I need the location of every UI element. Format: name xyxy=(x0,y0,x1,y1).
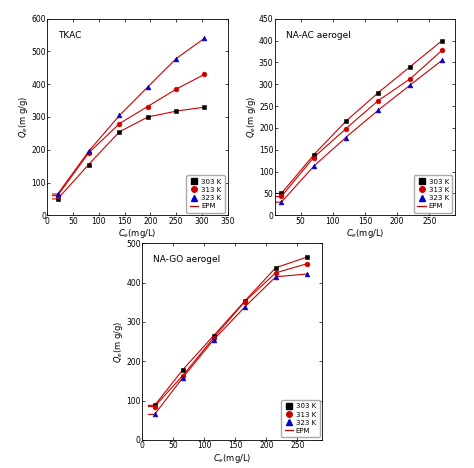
Point xyxy=(85,147,92,155)
Point xyxy=(310,151,317,159)
Point xyxy=(278,190,285,197)
X-axis label: $C_e$(mg/L): $C_e$(mg/L) xyxy=(346,227,384,240)
Point xyxy=(179,374,186,381)
Point xyxy=(272,273,280,280)
Text: TKAC: TKAC xyxy=(58,30,82,39)
Point xyxy=(278,193,285,200)
Point xyxy=(179,366,186,373)
Point xyxy=(374,89,382,97)
Point xyxy=(116,120,123,127)
Point xyxy=(172,85,180,93)
Point xyxy=(406,81,414,89)
Y-axis label: $Q_e$(m g/g): $Q_e$(m g/g) xyxy=(17,96,30,138)
Point xyxy=(210,336,218,344)
Point xyxy=(85,149,92,157)
Text: NA-GO aerogel: NA-GO aerogel xyxy=(153,255,220,264)
Point xyxy=(201,71,208,78)
Point xyxy=(272,269,280,277)
Y-axis label: $Q_e$(m g/g): $Q_e$(m g/g) xyxy=(245,96,257,138)
Point xyxy=(303,253,310,261)
Point xyxy=(310,162,317,170)
Point xyxy=(54,192,62,199)
Point xyxy=(303,271,310,278)
Point xyxy=(406,75,414,83)
Point xyxy=(54,190,62,197)
Point xyxy=(144,103,152,110)
Point xyxy=(241,297,248,305)
Text: NA-AC aerogel: NA-AC aerogel xyxy=(286,30,351,39)
Legend: 303 K, 313 K, 323 K, EPM: 303 K, 313 K, 323 K, EPM xyxy=(186,176,225,212)
Point xyxy=(210,332,218,339)
Point xyxy=(116,128,123,135)
Legend: 303 K, 313 K, 323 K, EPM: 303 K, 313 K, 323 K, EPM xyxy=(414,176,452,212)
Point xyxy=(374,107,382,114)
Point xyxy=(278,198,285,206)
Point xyxy=(342,117,349,125)
Point xyxy=(201,35,208,42)
Point xyxy=(438,37,446,44)
Point xyxy=(438,46,446,54)
Point xyxy=(116,111,123,119)
Point xyxy=(151,410,158,418)
Point xyxy=(374,97,382,104)
Point xyxy=(241,298,248,305)
Point xyxy=(310,154,317,161)
Point xyxy=(85,161,92,168)
Point xyxy=(342,134,349,141)
Point xyxy=(172,55,180,62)
Legend: 303 K, 313 K, 323 K, EPM: 303 K, 313 K, 323 K, EPM xyxy=(281,400,319,437)
Point xyxy=(241,303,248,311)
Point xyxy=(210,334,218,342)
Point xyxy=(151,403,158,410)
Point xyxy=(144,113,152,121)
Point xyxy=(151,402,158,409)
Point xyxy=(303,260,310,268)
Y-axis label: $Q_e$(m g/g): $Q_e$(m g/g) xyxy=(112,321,125,363)
Point xyxy=(406,63,414,71)
Point xyxy=(54,195,62,203)
Point xyxy=(342,125,349,132)
Point xyxy=(144,83,152,91)
Point xyxy=(179,372,186,380)
Point xyxy=(438,57,446,64)
Point xyxy=(201,103,208,111)
Point xyxy=(172,107,180,115)
Point xyxy=(272,264,280,271)
X-axis label: $C_e$(mg/L): $C_e$(mg/L) xyxy=(118,227,157,240)
X-axis label: $C_e$(mg/L): $C_e$(mg/L) xyxy=(213,452,252,465)
